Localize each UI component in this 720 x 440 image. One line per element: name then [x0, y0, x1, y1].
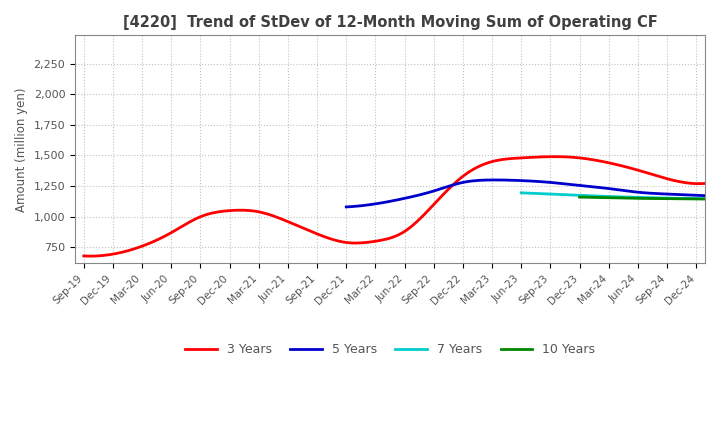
3 Years: [83, 253, 91, 259]
3 Years: [635, 168, 644, 173]
7 Years: [518, 190, 527, 195]
Line: 10 Years: 10 Years: [580, 187, 720, 199]
Line: 7 Years: 7 Years: [521, 137, 720, 199]
Line: 5 Years: 5 Years: [346, 108, 720, 207]
5 Years: [342, 204, 351, 209]
3 Years: [654, 173, 662, 179]
10 Years: [575, 194, 584, 200]
7 Years: [517, 190, 526, 195]
10 Years: [577, 194, 585, 200]
Title: [4220]  Trend of StDev of 12-Month Moving Sum of Operating CF: [4220] Trend of StDev of 12-Month Moving…: [122, 15, 657, 30]
3 Years: [86, 253, 94, 259]
Y-axis label: Amount (million yen): Amount (million yen): [15, 87, 28, 212]
3 Years: [638, 169, 647, 174]
3 Years: [79, 253, 88, 259]
Line: 3 Years: 3 Years: [84, 50, 720, 256]
5 Years: [344, 204, 353, 209]
Legend: 3 Years, 5 Years, 7 Years, 10 Years: 3 Years, 5 Years, 7 Years, 10 Years: [180, 338, 600, 361]
